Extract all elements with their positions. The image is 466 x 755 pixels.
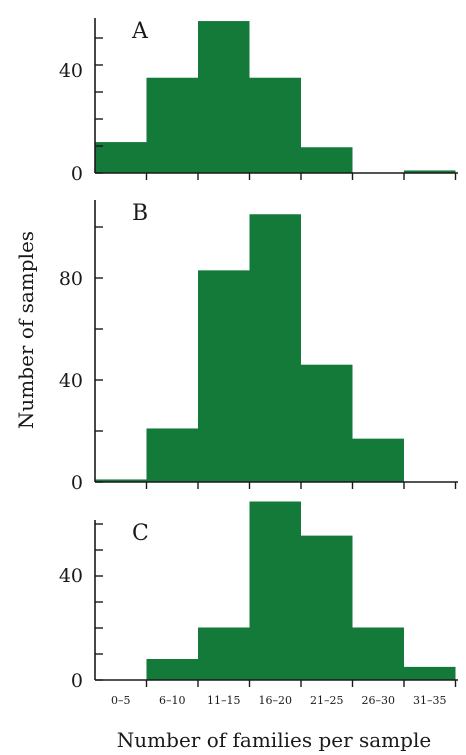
bar-a-7: [404, 170, 456, 173]
panel-label-b: B: [132, 201, 148, 226]
bar-a-1: [95, 142, 147, 173]
bar-a-5: [301, 147, 353, 173]
bar-b-6: [352, 438, 404, 482]
bar-c-2: [146, 659, 198, 680]
panel-label-c: C: [132, 521, 149, 546]
x-category-label-4: 16–20: [259, 694, 293, 707]
bar-c-6: [352, 627, 404, 680]
x-category-label-6: 26–30: [362, 694, 396, 707]
bar-b-5: [301, 364, 353, 482]
y-tick-label-c-40: 40: [59, 565, 83, 587]
x-category-label-7: 31–35: [413, 694, 447, 707]
bar-c-3: [198, 627, 250, 680]
bar-b-3: [198, 270, 250, 482]
bar-b-2: [146, 428, 198, 482]
bar-b-4: [249, 214, 301, 482]
bar-a-2: [146, 77, 198, 173]
bar-c-5: [301, 535, 353, 680]
y-tick-label-b-80: 80: [59, 268, 83, 290]
x-axis-title: Number of families per sample: [117, 728, 431, 752]
y-tick-label-b-0: 0: [71, 472, 83, 494]
bar-c-4: [249, 501, 301, 680]
x-category-label-5: 21–25: [310, 694, 344, 707]
panel-label-a: A: [131, 19, 149, 44]
bar-a-3: [198, 21, 250, 174]
y-tick-label-a-0: 0: [71, 163, 83, 185]
y-tick-label-b-40: 40: [59, 370, 83, 392]
y-tick-label-c-0: 0: [71, 670, 83, 692]
bar-c-7: [404, 666, 456, 680]
bar-b-1: [95, 479, 147, 482]
x-category-label-1: 0–5: [111, 694, 131, 707]
y-axis-title: Number of samples: [14, 231, 38, 429]
x-category-label-2: 6–10: [159, 694, 186, 707]
x-category-label-3: 11–15: [207, 694, 241, 707]
y-tick-label-a-40: 40: [59, 60, 83, 82]
bar-a-4: [249, 77, 301, 173]
